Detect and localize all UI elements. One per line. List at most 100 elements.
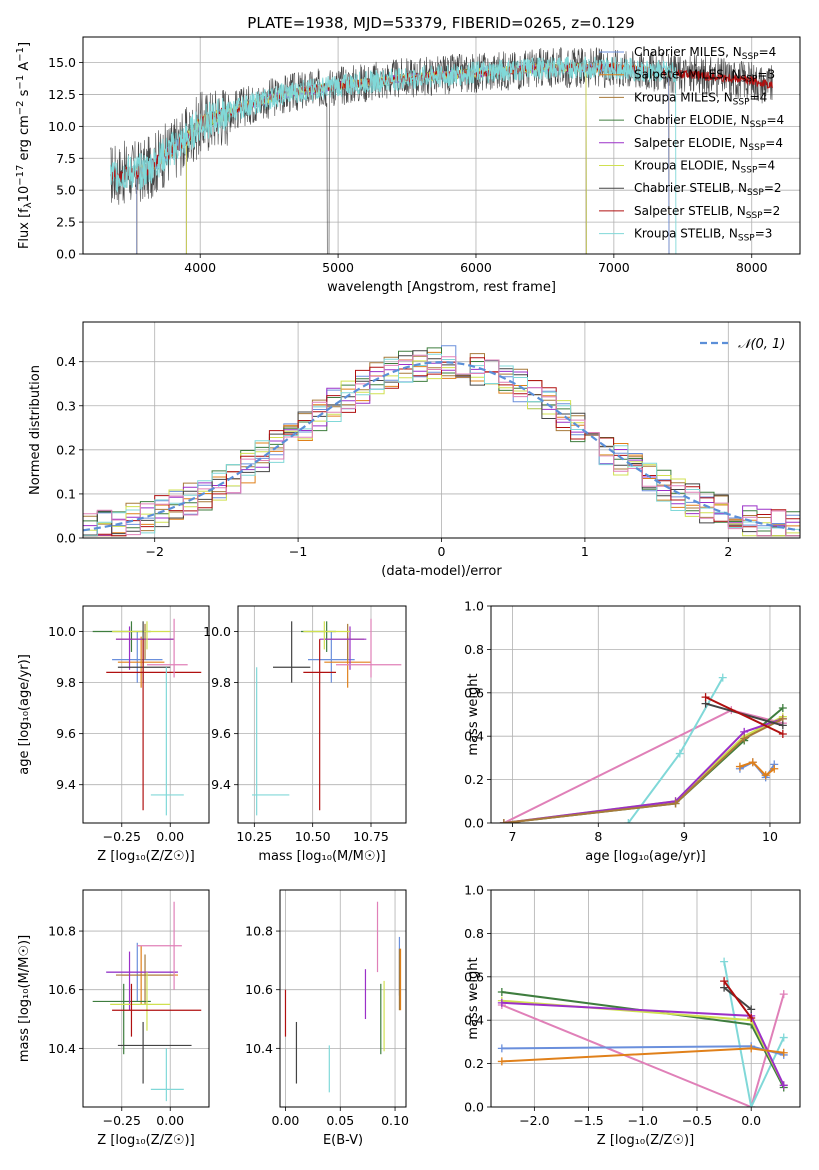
x-tick-label: 4000: [184, 260, 216, 275]
data-point-marker: [747, 1044, 756, 1053]
plot-area: [284, 901, 402, 1093]
panel-age_vs_Z: −0.25 0.00 9.4 9.6 9.8 10.0 Z [log₁₀(Z/Z☉)] age…: [17, 605, 210, 864]
y-tick-label: 0.0: [56, 531, 76, 546]
legend-separator: , N: [724, 68, 741, 82]
panel-mass_vs_ebv: 0.00 0.05 0.10 10.4 10.6 10.8 E(B-V): [245, 889, 409, 1148]
legend-nssp: 2: [774, 181, 782, 195]
legend-nssp: 4: [760, 90, 768, 104]
plot-area: [499, 673, 787, 823]
x-axis-label: Z [log₁₀(Z/Z☉)]: [97, 849, 194, 864]
x-tick-label: 10.25: [236, 829, 272, 844]
legend-separator: , N: [724, 159, 741, 173]
x-axis-label: E(B-V): [323, 1133, 363, 1148]
legend-entry: 𝒩(0, 1): [738, 337, 785, 352]
y-tick-label: 10.6: [245, 982, 273, 997]
figure-title: PLATE=1938, MJD=53379, FIBERID=0265, z=0…: [247, 14, 634, 32]
x-tick-label: 0: [438, 544, 446, 559]
y-tick-label: 0.2: [56, 442, 76, 457]
x-tick-label: −0.25: [103, 829, 141, 844]
legend-entry: Kroupa MILES, NSSP=4: [634, 90, 767, 107]
legend-nssp: 3: [765, 227, 773, 241]
x-tick-label: 10: [762, 829, 778, 844]
panel-massweight_vs_age: 7 8 9 10 0.0 0.2 0.4 0.6 0.8 1.0 age [log₁₀(age/yr…: [464, 599, 801, 864]
y-tick-label: 0.8: [464, 926, 484, 941]
y-axis-label-part: λ: [23, 202, 34, 208]
legend-entry: Salpeter MILES, NSSP=3: [634, 68, 775, 85]
y-tick-label: 0.4: [464, 1013, 484, 1028]
panel-age_vs_mass: 10.25 10.50 10.75 9.4 9.6 9.8 10.0 mass [log₁₀(…: [203, 605, 407, 864]
legend-entry: Kroupa STELIB, NSSP=3: [634, 227, 772, 244]
y-tick-label: 0.4: [56, 354, 76, 369]
data-point-marker: [779, 1081, 788, 1090]
y-tick-label: 9.4: [211, 777, 231, 792]
y-tick-label: 0.6: [464, 969, 484, 984]
data-point-marker: [778, 703, 787, 712]
y-tick-label: 0.2: [464, 1056, 484, 1071]
legend-subscript: SSP: [738, 234, 755, 244]
x-tick-label: 7: [508, 829, 516, 844]
legend-nssp: 4: [769, 45, 777, 59]
data-point-marker: [779, 990, 788, 999]
legend-entry: Chabrier MILES, NSSP=4: [634, 45, 776, 62]
y-tick-label: 0.2: [464, 772, 484, 787]
legend-nssp: 2: [773, 204, 781, 218]
legend-separator: , N: [729, 204, 746, 218]
axes-frame: [237, 605, 407, 824]
y-axis-label: mass [log₁₀(M/M☉)]: [17, 935, 32, 1062]
legend-entry: Kroupa ELODIE, NSSP=4: [634, 159, 775, 176]
plot-area: [83, 345, 800, 537]
legend-nssp: 4: [777, 113, 785, 127]
y-tick-label: 10.0: [48, 119, 76, 134]
data-point-marker: [747, 1014, 756, 1023]
data-point-marker: [748, 758, 757, 767]
y-axis-label-part: s: [17, 89, 32, 100]
plot-area: [92, 901, 202, 1102]
x-axis-label: Z [log₁₀(Z/Z☉)]: [597, 1133, 694, 1148]
x-tick-label: 5000: [322, 260, 354, 275]
legend-equals: =: [755, 227, 765, 241]
data-point-marker: [761, 771, 770, 780]
x-axis-label: (data-model)/error: [381, 564, 502, 579]
legend-separator: , N: [732, 136, 749, 150]
y-axis-label-part: A: [17, 62, 32, 75]
data-point-marker: [770, 764, 779, 773]
x-tick-label: −0.5: [682, 1113, 712, 1128]
legend-entry: Salpeter STELIB, NSSP=2: [634, 204, 780, 221]
legend-subscript: SSP: [750, 120, 767, 130]
axes-frame: [82, 605, 210, 824]
plot-area: [92, 618, 202, 816]
legend-separator: , N: [716, 90, 733, 104]
y-axis-label-part: erg cm: [17, 115, 32, 164]
data-point-marker: [779, 1048, 788, 1057]
y-tick-label: 0.4: [464, 729, 484, 744]
x-tick-label: 0.00: [156, 1113, 184, 1128]
y-tick-label: 0.1: [56, 486, 76, 501]
series-line: [723, 961, 785, 1107]
legend-equals: =: [757, 68, 767, 82]
axes-frame: [82, 36, 801, 255]
y-tick-label: 0.0: [464, 1100, 484, 1115]
y-tick-label: 10.8: [48, 924, 76, 939]
y-tick-label: 9.8: [211, 675, 231, 690]
y-tick-label: 10.4: [245, 1041, 273, 1056]
series-line: [503, 717, 784, 823]
legend-nssp: 3: [767, 68, 775, 82]
y-tick-label: 0.0: [464, 816, 484, 831]
y-tick-label: 2.5: [56, 215, 76, 230]
legend-equals: =: [765, 136, 775, 150]
panel-spectrum: 4000 5000 6000 7000 8000 0.0 2.5 5.0 7.5 10.0 12.5…: [15, 36, 801, 295]
legend-series-name: Kroupa MILES: [634, 90, 716, 104]
plot-area: [110, 46, 773, 254]
legend-equals: =: [764, 181, 774, 195]
legend-entry: Salpeter ELODIE, NSSP=4: [634, 136, 783, 153]
x-tick-label: 0.00: [272, 1113, 300, 1128]
data-point-marker: [778, 721, 787, 730]
legend-equals: =: [763, 204, 773, 218]
x-tick-label: 9: [680, 829, 688, 844]
y-tick-label: 0.0: [56, 247, 76, 262]
y-axis-label: mass weight: [466, 957, 481, 1039]
legend-subscript: SSP: [741, 166, 758, 176]
data-point-marker: [624, 819, 633, 823]
y-tick-label: 9.8: [56, 675, 76, 690]
